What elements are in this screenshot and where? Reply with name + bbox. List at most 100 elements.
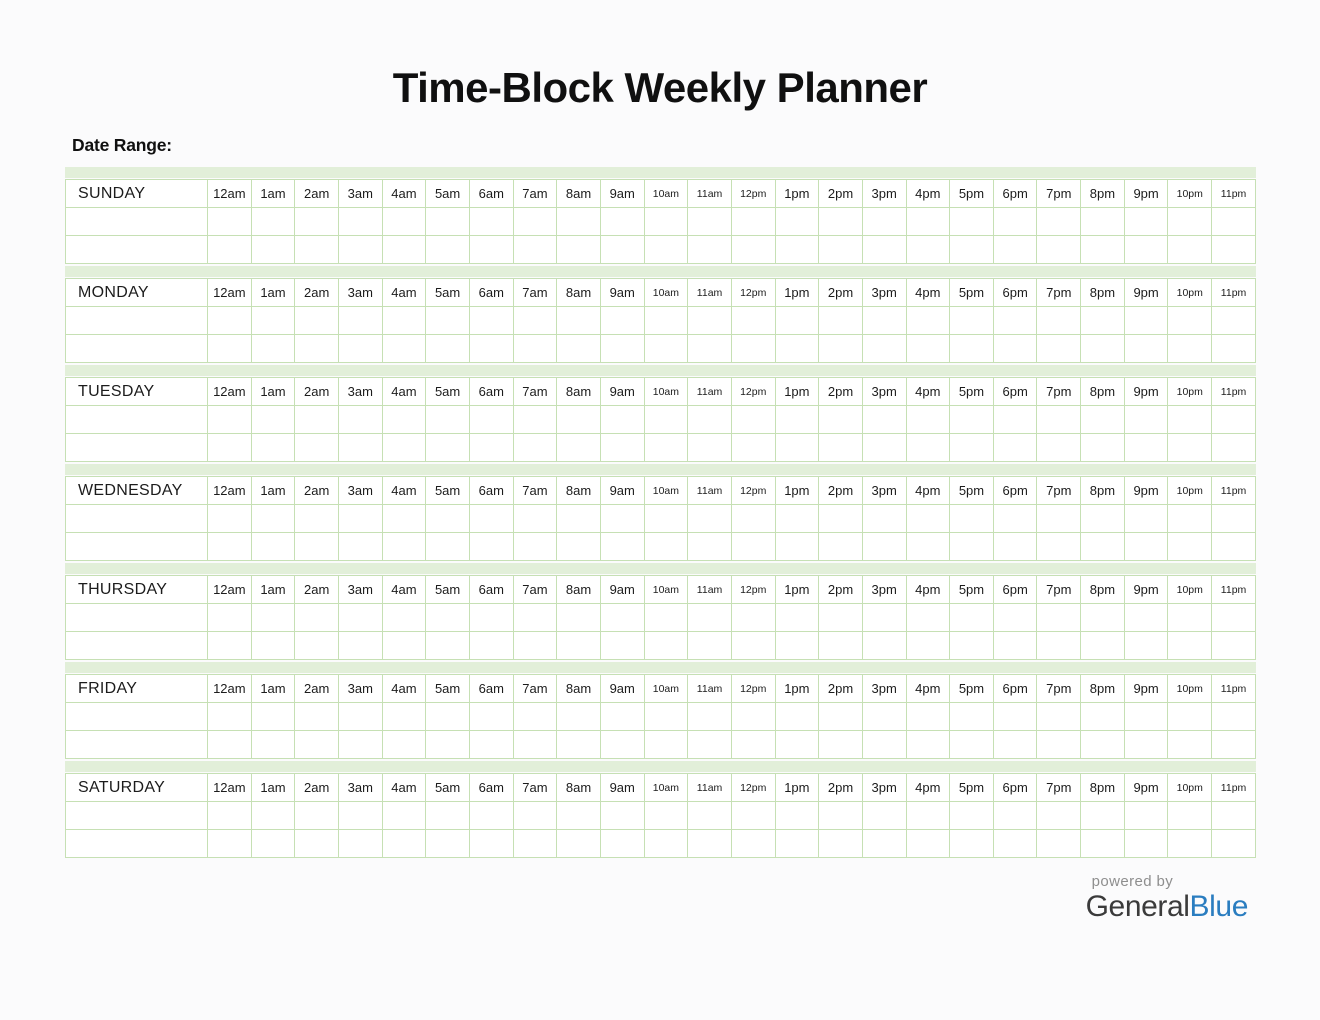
hour-header-cell: 4am: [381, 278, 427, 308]
time-block-cell: [1080, 829, 1125, 859]
time-block-cell: [905, 405, 951, 435]
hour-header-cell: 5am: [425, 179, 470, 209]
time-block-cell: [1080, 334, 1125, 364]
time-block-cell: [949, 532, 994, 562]
time-blocks-row: [65, 334, 1256, 364]
hour-header-cell: 7pm: [1036, 674, 1082, 704]
day-table-friday: FRIDAY 12am 1am 2am 3am 4am 5am 6am 7am 8am 9am 10a…: [65, 674, 1256, 760]
time-block-cell: [381, 433, 427, 463]
time-block-cell: [337, 504, 383, 534]
time-block-cell: [861, 405, 907, 435]
day-strip: [65, 464, 1256, 476]
time-block-cell: [1211, 829, 1256, 859]
time-block-cell: [1167, 603, 1213, 633]
time-block-cell: [1123, 631, 1169, 661]
time-block-cell: [250, 433, 296, 463]
time-block-cell: [861, 702, 907, 732]
time-block-cell: [337, 702, 383, 732]
time-block-cell: [1167, 306, 1213, 336]
time-block-cell: [730, 702, 776, 732]
time-block-cell: [1211, 603, 1256, 633]
hour-header-cell: 11am: [687, 278, 732, 308]
time-block-cell: [250, 207, 296, 237]
time-block-cell: [599, 433, 645, 463]
time-block-cell: [687, 504, 732, 534]
time-block-cell: [512, 801, 558, 831]
hour-header-cell: 8am: [556, 674, 601, 704]
time-block-cell: [1167, 235, 1213, 265]
weekly-planner: SUNDAY 12am 1am 2am 3am 4am 5am 6am 7am 8am 9am 10a…: [65, 167, 1256, 859]
time-block-cell: [294, 207, 339, 237]
time-block-cell: [992, 433, 1038, 463]
time-block-cell: [1123, 207, 1169, 237]
hour-header-cell: 10pm: [1167, 674, 1213, 704]
hour-header-cell: 6pm: [992, 773, 1038, 803]
day-section-saturday: SATURDAY 12am 1am 2am 3am 4am 5am 6am 7am 8am 9am 1…: [65, 761, 1256, 859]
day-section-sunday: SUNDAY 12am 1am 2am 3am 4am 5am 6am 7am 8am 9am 10a…: [65, 167, 1256, 265]
time-block-cell: [1211, 433, 1256, 463]
hour-header-cell: 11pm: [1211, 179, 1256, 209]
hour-header-cell: 1am: [250, 377, 296, 407]
hour-header-cell: 6am: [468, 179, 514, 209]
hour-header-cell: 7am: [512, 476, 558, 506]
time-block-cell: [468, 801, 514, 831]
time-block-cell: [425, 801, 470, 831]
generalblue-logo[interactable]: GeneralBlue: [1086, 891, 1249, 923]
hour-header-cell: 11am: [687, 377, 732, 407]
day-section-friday: FRIDAY 12am 1am 2am 3am 4am 5am 6am 7am 8am 9am 10a…: [65, 662, 1256, 760]
hour-header-cell: 9pm: [1123, 773, 1169, 803]
time-blocks-row: [65, 730, 1256, 760]
hour-header-cell: 9pm: [1123, 575, 1169, 605]
time-block-cell: [599, 829, 645, 859]
hour-header-cell: 7pm: [1036, 575, 1082, 605]
hour-header-cell: 1pm: [774, 674, 820, 704]
time-block-cell: [207, 702, 252, 732]
time-blocks-row: [65, 801, 1256, 831]
hour-header-cell: 1am: [250, 179, 296, 209]
hour-header-cell: 10pm: [1167, 278, 1213, 308]
time-blocks-row: [65, 306, 1256, 336]
time-block-cell: [1036, 207, 1082, 237]
hour-header-cell: 2am: [294, 476, 339, 506]
date-range-label: Date Range:: [72, 135, 172, 156]
time-block-cell: [381, 334, 427, 364]
time-block-cell: [65, 405, 208, 435]
hour-header-cell: 1am: [250, 773, 296, 803]
time-blocks-row: [65, 702, 1256, 732]
time-block-cell: [992, 603, 1038, 633]
hour-header-cell: 1am: [250, 575, 296, 605]
hour-header-cell: 9pm: [1123, 674, 1169, 704]
time-block-cell: [207, 405, 252, 435]
hour-header-cell: 7am: [512, 674, 558, 704]
time-block-cell: [1123, 405, 1169, 435]
time-block-cell: [687, 829, 732, 859]
hour-header-cell: 2am: [294, 575, 339, 605]
time-block-cell: [207, 631, 252, 661]
time-block-cell: [337, 801, 383, 831]
time-block-cell: [861, 504, 907, 534]
hour-header-cell: 5pm: [949, 773, 994, 803]
hour-header-cell: 11am: [687, 773, 732, 803]
hour-header-cell: 5am: [425, 575, 470, 605]
time-block-cell: [556, 702, 601, 732]
time-block-cell: [556, 730, 601, 760]
hour-header-cell: 3am: [337, 476, 383, 506]
time-blocks-row: [65, 829, 1256, 859]
time-block-cell: [1123, 801, 1169, 831]
time-block-cell: [294, 829, 339, 859]
time-block-cell: [643, 207, 689, 237]
hour-header-cell: 11am: [687, 575, 732, 605]
time-block-cell: [1080, 532, 1125, 562]
time-block-cell: [730, 603, 776, 633]
time-blocks-row: [65, 235, 1256, 265]
hour-header-cell: 7am: [512, 773, 558, 803]
time-block-cell: [468, 405, 514, 435]
day-table-tuesday: TUESDAY 12am 1am 2am 3am 4am 5am 6am 7am 8am 9am 10…: [65, 377, 1256, 463]
time-block-cell: [643, 603, 689, 633]
time-block-cell: [1123, 334, 1169, 364]
time-block-cell: [425, 603, 470, 633]
time-block-cell: [730, 207, 776, 237]
time-block-cell: [337, 603, 383, 633]
hour-header-cell: 2pm: [818, 476, 863, 506]
